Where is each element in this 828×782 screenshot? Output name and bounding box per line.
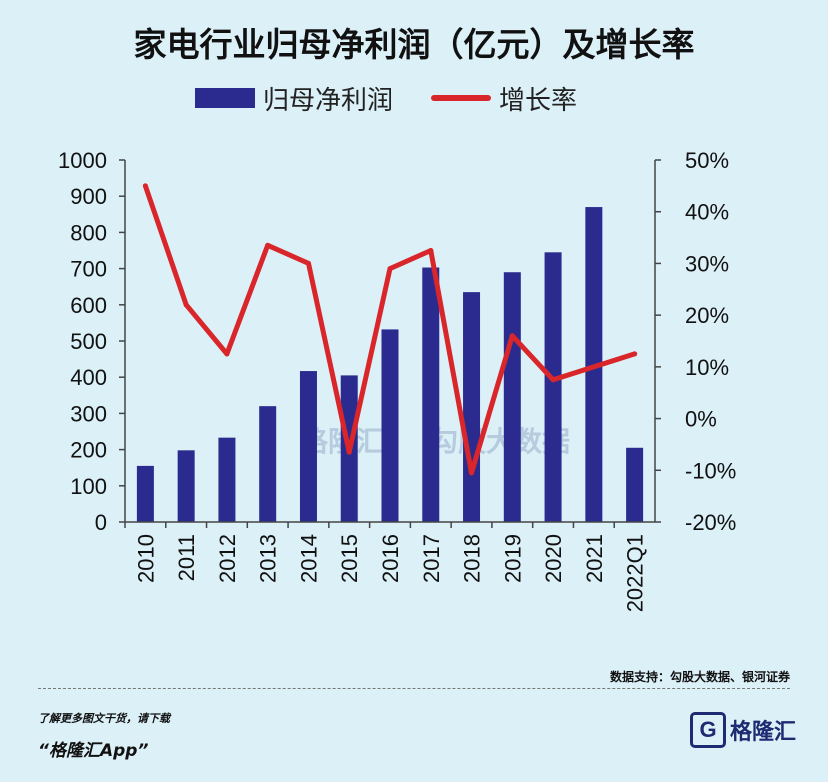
right-tick-label: 40%	[685, 200, 729, 225]
legend-bar-swatch	[195, 88, 255, 108]
x-tick-label: 2016	[378, 534, 403, 583]
right-tick-label: 30%	[685, 251, 729, 276]
x-tick-label: 2015	[337, 534, 362, 583]
growth-point-2011	[183, 302, 189, 308]
x-tick-label: 2021	[582, 534, 607, 583]
right-tick-label: 10%	[685, 355, 729, 380]
x-tick-label: 2011	[174, 534, 199, 581]
left-tick-label: 200	[70, 438, 107, 463]
left-tick-label: 500	[70, 329, 107, 354]
left-tick-label: 1000	[58, 148, 107, 173]
bar-2019	[503, 272, 521, 522]
bar-2014	[299, 371, 317, 522]
x-tick-label: 2014	[296, 534, 321, 583]
growth-point-2019	[509, 333, 515, 339]
left-tick-label: 800	[70, 220, 107, 245]
bar-2012	[218, 437, 236, 522]
right-tick-label: -10%	[685, 458, 736, 483]
left-tick-label: 100	[70, 474, 107, 499]
legend-bar-label: 归母净利润	[263, 85, 394, 116]
bar-2022Q1	[626, 447, 644, 522]
chart-plot: 0 100 200 300 400 500 600 700 800 900 1000 -20% -10%…	[58, 148, 736, 612]
legend: 归母净利润 增长率	[195, 80, 577, 116]
right-tick-label: 50%	[685, 148, 729, 173]
bar-2016	[381, 329, 399, 522]
left-tick-label: 700	[70, 257, 107, 282]
growth-point-2016	[387, 266, 393, 272]
left-tick-label: 0	[95, 510, 107, 535]
growth-point-2020	[550, 377, 556, 383]
left-tick-label: 400	[70, 365, 107, 390]
logo-g-icon: G	[690, 712, 726, 748]
x-tick-label: 2013	[256, 534, 281, 583]
chart-title: 家电行业归母净利润（亿元）及增长率	[133, 25, 695, 64]
x-tick-label: 2010	[133, 534, 158, 583]
growth-point-2010	[142, 183, 148, 189]
growth-point-2013	[265, 242, 271, 248]
x-tick-label: 2018	[460, 534, 485, 583]
bar-2011	[177, 450, 195, 522]
growth-point-2012	[224, 351, 230, 357]
bar-2017	[422, 267, 440, 522]
growth-point-2015	[346, 449, 352, 455]
left-tick-label: 900	[70, 184, 107, 209]
bar-2010	[136, 465, 154, 522]
x-tick-label: 2019	[500, 534, 525, 583]
legend-line-swatch	[431, 95, 492, 101]
x-tick-label: 2012	[215, 534, 240, 583]
x-tick-label: 2020	[541, 534, 566, 583]
growth-point-2018	[469, 470, 475, 476]
bar-2013	[259, 406, 277, 522]
promo-text: 了解更多图文干货，请下载	[38, 712, 170, 725]
legend-line-label: 增长率	[499, 85, 578, 116]
right-tick-label: -20%	[685, 510, 736, 535]
left-tick-label: 300	[70, 401, 107, 426]
logo-text: 格隆汇	[730, 720, 797, 745]
right-tick-label: 0%	[685, 407, 717, 432]
app-name: “格隆汇App”	[38, 741, 149, 761]
brand-logo: G 格隆汇	[690, 712, 796, 748]
growth-point-2014	[305, 260, 311, 266]
growth-rate-line	[142, 183, 638, 476]
x-tick-label: 2017	[419, 534, 444, 583]
divider	[38, 688, 790, 689]
growth-point-2022Q1	[632, 351, 638, 357]
x-tick-label: 2022Q1	[623, 534, 648, 612]
left-tick-label: 600	[70, 293, 107, 318]
bar-2020	[544, 252, 562, 522]
right-tick-label: 20%	[685, 303, 729, 328]
source-note: 数据支持：勾股大数据、银河证券	[609, 670, 790, 684]
growth-point-2017	[428, 248, 434, 253]
bar-2018	[463, 292, 481, 522]
